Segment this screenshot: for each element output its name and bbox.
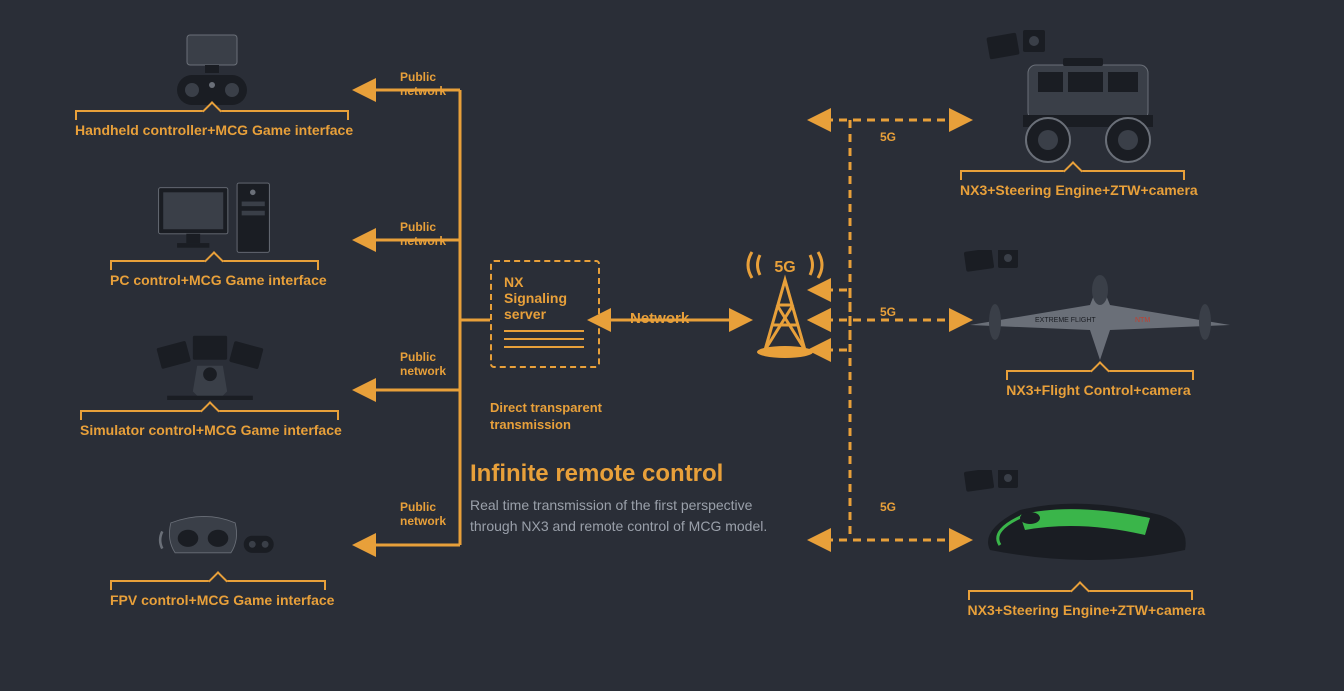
tower-5g: 5G — [740, 250, 830, 360]
node-bracket: Simulator control+MCG Game interface — [80, 410, 339, 438]
tower-label: 5G — [774, 259, 795, 276]
edge-label-5g: 5G — [880, 130, 896, 144]
handheld-icon — [152, 30, 272, 110]
node-bracket: NX3+Flight Control+camera — [1006, 370, 1194, 398]
node-label: FPV control+MCG Game interface — [110, 592, 326, 608]
edge-label-5g: 5G — [880, 500, 896, 514]
car-icon — [973, 30, 1173, 170]
edge-label-public-network: Public network — [400, 220, 446, 249]
edge-label-public-network: Public network — [400, 500, 446, 529]
pc-icon — [154, 180, 274, 260]
main-title: Infinite remote control — [470, 460, 723, 488]
signaling-server-box: NX Signaling server — [490, 260, 600, 368]
drone-icon: EXTREME FLIGHT NTM — [960, 250, 1240, 370]
node-bracket: FPV control+MCG Game interface — [110, 580, 326, 608]
server-lines — [504, 330, 586, 348]
server-label: NX Signaling server — [504, 274, 586, 322]
node-bracket: PC control+MCG Game interface — [110, 260, 319, 288]
svg-text:NTM: NTM — [1135, 317, 1150, 324]
fpv-icon — [158, 500, 278, 580]
node-bracket: NX3+Steering Engine+ZTW+camera — [968, 590, 1193, 618]
node-label: NX3+Steering Engine+ZTW+camera — [968, 602, 1193, 618]
edge-label-public-network: Public network — [400, 350, 446, 379]
main-description: Real time transmission of the first pers… — [470, 495, 790, 537]
node-label: NX3+Flight Control+camera — [1006, 382, 1194, 398]
node-label: Handheld controller+MCG Game interface — [75, 122, 349, 138]
node-label: Simulator control+MCG Game interface — [80, 422, 339, 438]
network-label: Network — [630, 310, 689, 328]
simulator-icon — [150, 330, 270, 410]
left-node-pc: PC control+MCG Game interface — [110, 180, 319, 288]
server-caption: Direct transparent transmission — [490, 400, 602, 434]
edge-label-5g: 5G — [880, 305, 896, 319]
right-node-boat: NX3+Steering Engine+ZTW+camera — [960, 470, 1200, 618]
node-label: NX3+Steering Engine+ZTW+camera — [960, 182, 1185, 198]
left-node-fpv: FPV control+MCG Game interface — [110, 500, 326, 608]
node-bracket: NX3+Steering Engine+ZTW+camera — [960, 170, 1185, 198]
right-node-car: NX3+Steering Engine+ZTW+camera — [960, 30, 1185, 198]
left-node-simulator: Simulator control+MCG Game interface — [80, 330, 339, 438]
node-bracket: Handheld controller+MCG Game interface — [75, 110, 349, 138]
node-label: PC control+MCG Game interface — [110, 272, 319, 288]
svg-text:EXTREME FLIGHT: EXTREME FLIGHT — [1035, 317, 1096, 324]
boat-icon — [960, 470, 1200, 590]
left-node-handheld: Handheld controller+MCG Game interface — [75, 30, 349, 138]
right-node-drone: EXTREME FLIGHT NTM NX3+Flight Control+ca… — [960, 250, 1240, 398]
edge-label-public-network: Public network — [400, 70, 446, 99]
